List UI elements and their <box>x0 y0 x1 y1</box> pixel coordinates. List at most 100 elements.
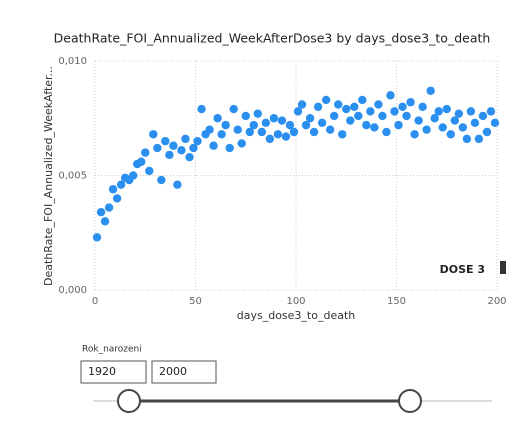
point <box>128 171 138 180</box>
chart-title: DeathRate_FOI_Annualized_WeekAfterDose3 … <box>54 31 491 46</box>
point <box>161 136 170 146</box>
point <box>100 217 110 226</box>
point <box>422 125 431 134</box>
point <box>426 86 435 95</box>
point <box>358 95 367 105</box>
point <box>273 130 283 139</box>
point <box>92 233 102 242</box>
point <box>141 148 150 157</box>
point <box>438 123 447 132</box>
point <box>325 125 335 134</box>
point <box>108 185 118 194</box>
y-axis-label: DeathRate_FOI_Annualized_WeekAfter... <box>42 66 55 286</box>
point <box>450 116 459 125</box>
point <box>173 180 182 189</box>
slicer-title: Rok_narozeni <box>82 345 142 355</box>
slicer-min-box[interactable] <box>80 360 147 384</box>
x-tick-label: 200 <box>487 296 506 307</box>
point <box>446 130 455 139</box>
slider-handle[interactable] <box>398 389 422 413</box>
point <box>289 127 299 137</box>
point <box>490 118 500 128</box>
point <box>229 104 238 114</box>
point <box>277 116 287 125</box>
legend-label: DOSE 3 <box>440 263 485 276</box>
point <box>394 120 403 130</box>
point <box>249 120 258 130</box>
point <box>193 136 202 146</box>
x-tick-label: 100 <box>286 296 305 307</box>
point <box>245 127 254 137</box>
point <box>153 143 162 153</box>
point <box>297 100 307 109</box>
legend-marker <box>500 261 506 274</box>
y-tick-label: 0,010 <box>58 56 87 67</box>
point <box>137 157 146 166</box>
point <box>462 134 472 144</box>
point <box>478 111 488 121</box>
point <box>390 107 399 116</box>
x-tick-label: 50 <box>189 296 202 307</box>
point <box>145 166 154 176</box>
point <box>442 104 451 114</box>
point <box>104 203 114 212</box>
point <box>209 141 218 150</box>
y-tick-label: 0,005 <box>58 171 87 182</box>
point <box>474 134 484 144</box>
point <box>418 102 427 112</box>
point <box>116 180 126 189</box>
point <box>225 143 234 153</box>
point <box>334 100 343 109</box>
point <box>185 152 194 162</box>
point <box>430 114 439 123</box>
point <box>466 107 476 116</box>
point <box>233 125 242 134</box>
point <box>362 120 371 130</box>
x-axis-label: days_dose3_to_death <box>237 309 356 322</box>
point <box>305 114 315 123</box>
point <box>366 107 375 116</box>
point <box>410 130 419 139</box>
point <box>486 107 496 116</box>
point <box>354 111 363 121</box>
point <box>293 107 303 116</box>
slicer[interactable]: Rok_narozeni 1920 2000 <box>80 345 492 413</box>
point <box>321 95 331 105</box>
point <box>374 100 383 109</box>
point <box>157 175 166 185</box>
point <box>257 127 267 137</box>
point <box>237 139 246 148</box>
point <box>350 102 359 112</box>
point <box>402 111 411 121</box>
point <box>458 123 468 132</box>
point <box>342 104 351 114</box>
slider-handle[interactable] <box>117 389 141 413</box>
point <box>414 116 423 125</box>
point <box>329 111 339 121</box>
point <box>470 118 480 128</box>
point <box>96 207 106 217</box>
point <box>221 120 230 130</box>
point <box>189 143 198 153</box>
point <box>482 127 492 137</box>
point <box>406 98 415 107</box>
point <box>313 102 323 112</box>
point <box>434 107 443 116</box>
point <box>205 125 214 134</box>
point <box>382 127 391 137</box>
point <box>165 150 174 160</box>
point <box>285 120 295 130</box>
point <box>317 118 327 128</box>
x-tick-label: 0 <box>92 296 98 307</box>
slicer-max-box[interactable] <box>151 360 217 384</box>
point <box>181 134 190 144</box>
point <box>241 111 250 121</box>
point <box>169 141 178 150</box>
point <box>386 91 395 100</box>
slicer-max: 2000 <box>159 365 187 378</box>
point <box>213 114 222 123</box>
point <box>378 111 387 121</box>
point <box>112 194 122 203</box>
point <box>261 118 271 128</box>
point <box>269 114 279 123</box>
